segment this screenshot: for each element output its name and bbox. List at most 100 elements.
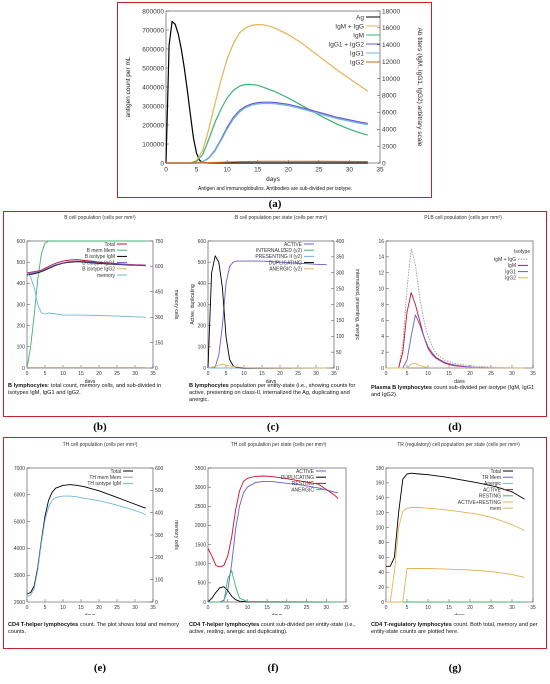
caption-b-bold: B lymphocytes (8, 383, 48, 389)
caption-f-bold: CD4 T-helper lymphocytes (189, 622, 260, 628)
x-tick-label: 20 (285, 167, 293, 174)
chart-c: 0 5 10 15 20 25 30 3501002003004005006000501001… (190, 239, 360, 383)
caption-d-bold: Plasma B lymphocytes (371, 385, 432, 391)
y-tick-label: 0 (22, 366, 25, 372)
panel-bcd-frame (3, 211, 547, 417)
x-tick-label: 30 (313, 371, 319, 377)
x-tick-label: 0 (26, 605, 29, 611)
x-axis-label: days (266, 176, 280, 183)
y-tick-label: 7000 (14, 466, 25, 472)
legend-label: DUPLICATING (269, 260, 302, 266)
chart-e-title: TH cell population (cells per mm³) (62, 442, 138, 448)
panel-f: TH cell population per state (cells per … (186, 439, 364, 647)
x-tick-label: 25 (488, 371, 494, 377)
y2-tick-label: 50 (336, 350, 342, 356)
x-tick-label: 25 (488, 605, 494, 611)
y-tick-label: 200 (17, 323, 26, 329)
y-tick-label: 400 (17, 281, 26, 287)
x-tick-label: 35 (376, 167, 384, 174)
y-tick-label: 500 (198, 581, 207, 587)
x-tick-label: 0 (207, 371, 210, 377)
panel-e: TH cell population (cells per mm³) 0 5 10 1… (5, 439, 182, 647)
x-tick-label: 15 (264, 605, 270, 611)
y2-tick-label: 0 (336, 366, 339, 372)
y2-tick-label: 450 (155, 290, 164, 296)
plot-frame (165, 10, 381, 164)
y-tick-label: 6000 (14, 493, 25, 499)
y2-axis-label: memory cells (173, 290, 179, 320)
x-tick-label: 5 (44, 371, 47, 377)
legend-label: TR Mem (482, 475, 501, 481)
legend-label: RESTING (479, 494, 501, 500)
legend-label: IgM + IgG (335, 23, 364, 30)
series-line-4 (207, 363, 327, 369)
x-axis-label: days (85, 613, 96, 615)
legend-label: Ag (356, 14, 364, 21)
legend-label: Total (110, 469, 121, 475)
legend-label: B isotype IgG2 (82, 267, 115, 273)
panel-c: B cell population per state (cells per m… (186, 213, 364, 416)
x-tick-label: 30 (509, 371, 515, 377)
y2-tick-label: 300 (155, 315, 164, 321)
x-tick-label: 15 (259, 371, 265, 377)
x-tick-label: 20 (467, 371, 473, 377)
y-tick-label: 800000 (142, 8, 164, 15)
caption-b: B lymphocytes: total count, memory cells… (8, 383, 180, 397)
series-line-0 (386, 248, 525, 369)
y-tick-label: 2000 (195, 523, 206, 529)
x-tick-label: 35 (331, 371, 337, 377)
legend-label: IgG2 (505, 276, 516, 282)
x-tick-label: 10 (241, 371, 247, 377)
chart-b-title: B cell population (cells per mm³) (64, 215, 136, 221)
series-line-0 (26, 484, 146, 595)
y2-tick-label: 10000 (382, 76, 400, 83)
legend-label: ANERGIC (291, 487, 314, 493)
caption-f: CD4 T-helper lymphocytes count sub-divid… (189, 622, 362, 636)
x-tick-label: 20 (96, 605, 102, 611)
legend-label: TH isotype IgM (87, 481, 121, 487)
y-tick-label: 300000 (142, 103, 164, 110)
caption-a-text: Antigen and immunoglobulins. Antibodies … (198, 186, 353, 192)
y2-tick-label: 100 (155, 577, 164, 583)
x-tick-label: 10 (425, 371, 431, 377)
chart-d-title: PLB cell population (cells per mm³) (424, 215, 502, 221)
x-tick-label: 30 (509, 605, 515, 611)
y-tick-label: 500 (198, 260, 207, 266)
legend-title: Isotype (514, 249, 530, 255)
series-line-0 (207, 260, 327, 369)
legend-label: ACTIVE+RESTING (458, 500, 501, 506)
y-tick-label: 0 (203, 600, 206, 606)
panel-letter-f: (f) (267, 662, 279, 674)
y-tick-label: 400 (198, 281, 207, 287)
x-tick-label: 20 (467, 605, 473, 611)
chart-e: 0 5 10 15 20 25 30 35 2000 3000 4000 5000 6000 7000 0 1… (14, 466, 179, 615)
x-axis-label: days (85, 379, 96, 383)
series-line-1 (386, 292, 525, 369)
caption-d-text: count sub-divided per isotype (IgM, IgG1… (371, 385, 535, 398)
y2-axis-label: internalized, presenting, anergic (354, 269, 360, 340)
y-tick-label: 2000 (14, 600, 25, 606)
y-tick-label: 400000 (142, 84, 164, 91)
x-tick-label: 0 (385, 371, 388, 377)
x-tick-label: 30 (346, 167, 354, 174)
y2-tick-label: 350 (336, 255, 345, 261)
caption-c-bold: B lymphocytes (189, 383, 229, 389)
series-line-2 (207, 475, 339, 568)
legend-label: B isotype IgG1 (82, 260, 115, 266)
y2-tick-label: 150 (155, 340, 164, 346)
y-tick-label: 600 (198, 239, 207, 245)
legend-label: PRESENTING II (y2) (255, 254, 302, 260)
y2-tick-label: 200 (336, 302, 345, 308)
x-tick-label: 5 (195, 167, 199, 174)
chart-d: 0 5 10 15 20 25 30 35 0 2 4 6 8 10 12 14 16 days Isotype Ig… (378, 239, 536, 383)
y-tick-label: 200000 (142, 122, 164, 129)
y-axis-label: antigen count per mL (125, 56, 132, 117)
legend-label: B isotype IgM (85, 254, 115, 260)
legend-label: DUPLICATING (281, 475, 314, 481)
y2-tick-label: 16000 (382, 25, 400, 32)
y2-tick-label: 200 (155, 555, 164, 561)
x-tick-label: 35 (343, 605, 349, 611)
legend-label: IgG1 (350, 50, 364, 57)
caption-a: Antigen and immunoglobulins. Antibodies … (198, 186, 428, 193)
legend-label: IgM + IgG (494, 257, 516, 263)
